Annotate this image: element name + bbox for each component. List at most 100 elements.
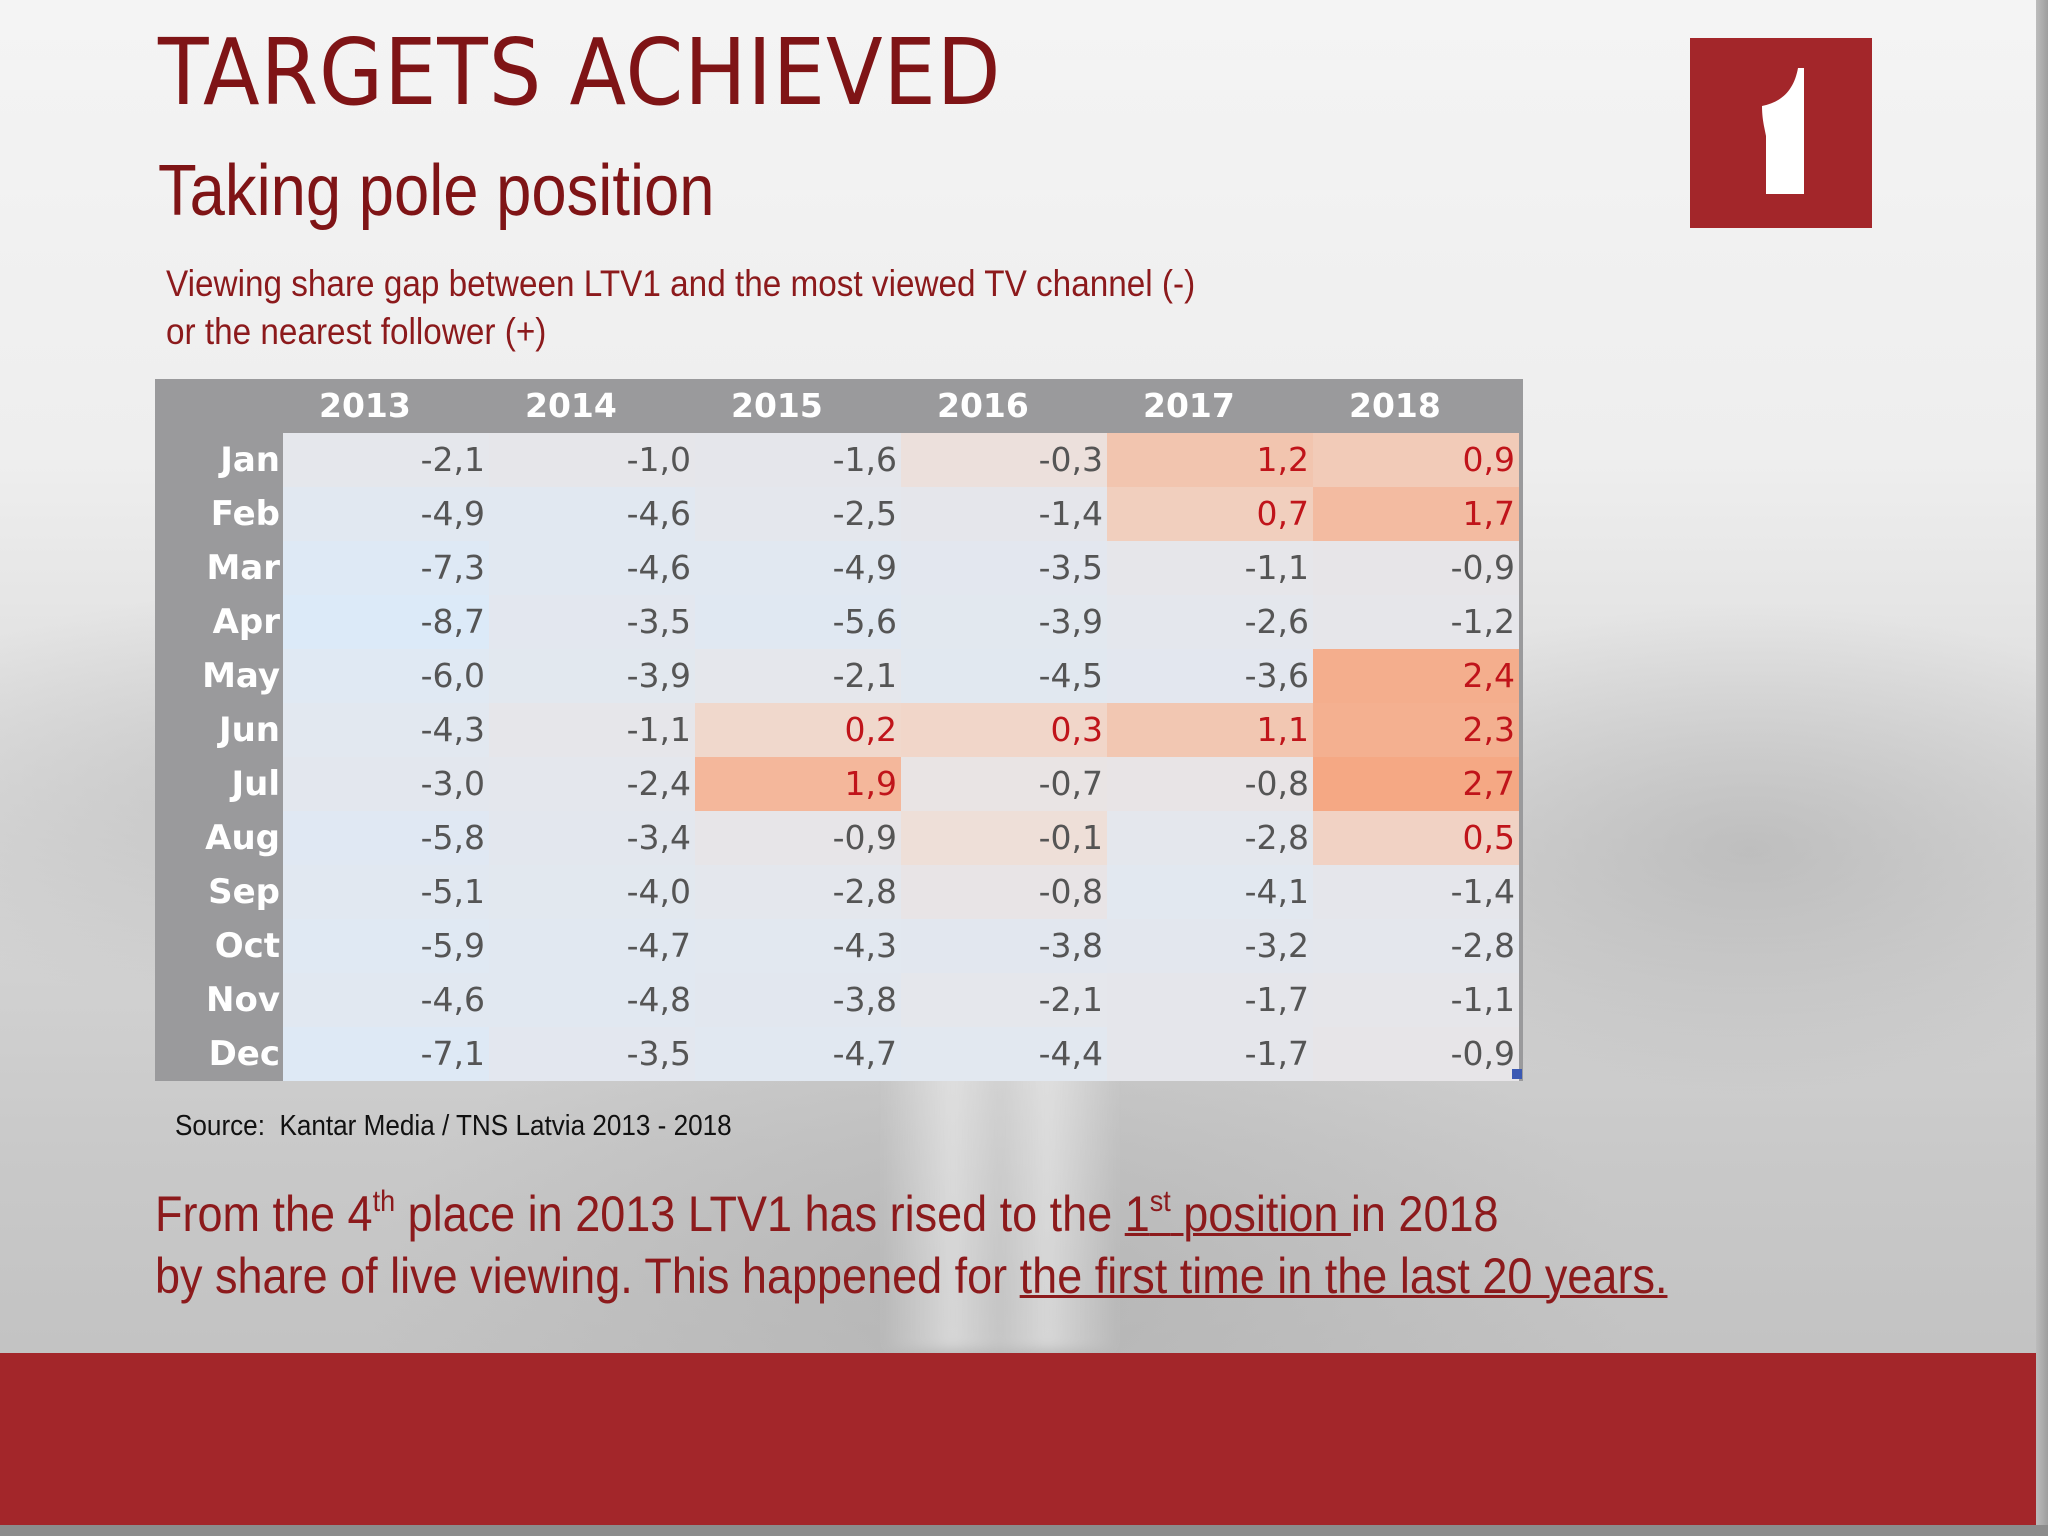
table-cell: 0,9	[1313, 433, 1519, 487]
row-header-oct: Oct	[214, 926, 280, 966]
table-cell: -4,1	[1107, 865, 1313, 919]
table-cell: -4,7	[695, 1027, 901, 1081]
table-cell: -3,5	[489, 595, 695, 649]
column-header-2017: 2017	[1143, 386, 1235, 425]
source-label: Source:	[175, 1110, 265, 1142]
table-cell: -2,8	[695, 865, 901, 919]
table-cell: -5,8	[283, 811, 489, 865]
summary-highlight-position: 1st position	[1125, 1186, 1351, 1242]
table-cell: 0,7	[1107, 487, 1313, 541]
table-cell: -4,5	[901, 649, 1107, 703]
table-cell: -4,0	[489, 865, 695, 919]
table-cell: 1,1	[1107, 703, 1313, 757]
summary-part: 1	[1124, 1186, 1150, 1242]
table-cell: -1,1	[1107, 541, 1313, 595]
table-cell: -3,9	[489, 649, 695, 703]
table-cell: -3,8	[901, 919, 1107, 973]
table-cell: -2,8	[1107, 811, 1313, 865]
row-header-feb: Feb	[210, 494, 280, 534]
table-cell: 0,5	[1313, 811, 1519, 865]
table-cell: -3,4	[489, 811, 695, 865]
table-cell: -2,5	[695, 487, 901, 541]
table-cell: 1,9	[695, 757, 901, 811]
row-header-may: May	[202, 656, 280, 696]
table-cell: -0,3	[901, 433, 1107, 487]
row-header-aug: Aug	[205, 818, 280, 858]
table-cell: -1,2	[1313, 595, 1519, 649]
table-cell: -1,4	[901, 487, 1107, 541]
row-header-jan: Jan	[220, 440, 280, 480]
table-cell: -4,9	[695, 541, 901, 595]
table-description: Viewing share gap between LTV1 and the m…	[166, 260, 1246, 356]
table-cell: -4,9	[283, 487, 489, 541]
table-cell: 2,4	[1313, 649, 1519, 703]
table-cell: -0,9	[695, 811, 901, 865]
row-header-nov: Nov	[206, 980, 280, 1020]
table-cell: -3,6	[1107, 649, 1313, 703]
row-header-mar: Mar	[206, 548, 280, 588]
table-cell: -0,8	[1107, 757, 1313, 811]
table-cell: -4,3	[283, 703, 489, 757]
description-line-1: Viewing share gap between LTV1 and the m…	[166, 263, 1196, 304]
column-header-2014: 2014	[525, 386, 617, 425]
row-header-jul: Jul	[231, 764, 280, 804]
table-cell: -0,9	[1313, 541, 1519, 595]
slide-title: TARGETS ACHIEVED	[158, 19, 1002, 126]
table-cell: -4,6	[283, 973, 489, 1027]
table-cell: -4,3	[695, 919, 901, 973]
table-cell: -2,1	[283, 433, 489, 487]
column-header-2018: 2018	[1349, 386, 1441, 425]
ltv1-logo-icon	[1690, 38, 1872, 228]
table-cell: -8,7	[283, 595, 489, 649]
table-cell: -5,9	[283, 919, 489, 973]
row-header-dec: Dec	[208, 1034, 280, 1074]
row-header-apr: Apr	[212, 602, 280, 642]
table-cell: -2,8	[1313, 919, 1519, 973]
summary-line-1: From the 4th place in 2013 LTV1 has rise…	[155, 1183, 1667, 1245]
table-cell: 2,7	[1313, 757, 1519, 811]
table-cell: -4,7	[489, 919, 695, 973]
footer-band	[0, 1353, 2036, 1525]
summary-part: in 2018	[1350, 1186, 1499, 1242]
table-cell: -0,1	[901, 811, 1107, 865]
table-cell: -3,5	[489, 1027, 695, 1081]
table-cell: -2,6	[1107, 595, 1313, 649]
summary-line-2: by share of live viewing. This happened …	[155, 1245, 1667, 1307]
table-cell: -1,6	[695, 433, 901, 487]
table-cell: -4,6	[489, 487, 695, 541]
summary-part: From the 4	[155, 1186, 373, 1242]
row-header-jun: Jun	[218, 710, 280, 750]
table-cell: -6,0	[283, 649, 489, 703]
table-cell: 1,2	[1107, 433, 1313, 487]
column-header-2015: 2015	[731, 386, 823, 425]
summary-highlight-first-time: the first time in the last 20 years.	[1019, 1248, 1668, 1304]
table-cell: -3,0	[283, 757, 489, 811]
table-cell: -3,5	[901, 541, 1107, 595]
table-cell: -2,4	[489, 757, 695, 811]
table-cell: -0,9	[1313, 1027, 1519, 1081]
summary-sup: st	[1149, 1185, 1171, 1218]
table-cell: 1,7	[1313, 487, 1519, 541]
table-cell: -2,1	[695, 649, 901, 703]
table-cell: -4,8	[489, 973, 695, 1027]
table-cell: 0,3	[901, 703, 1107, 757]
table-cell: -5,1	[283, 865, 489, 919]
summary-sup: th	[372, 1185, 396, 1218]
table-cell: -0,7	[901, 757, 1107, 811]
slide-subtitle: Taking pole position	[158, 151, 715, 231]
table-cell: -7,3	[283, 541, 489, 595]
row-header-sep: Sep	[208, 872, 280, 912]
table-cell: -2,1	[901, 973, 1107, 1027]
table-resize-handle[interactable]	[1512, 1069, 1522, 1079]
summary-part: by share of live viewing. This happened …	[155, 1248, 1020, 1304]
source-note: Source: Kantar Media / TNS Latvia 2013 -…	[175, 1110, 732, 1143]
table-cell: -3,9	[901, 595, 1107, 649]
table-cell: -0,8	[901, 865, 1107, 919]
table-cell: -3,2	[1107, 919, 1313, 973]
table-cell: -1,1	[1313, 973, 1519, 1027]
column-header-2013: 2013	[319, 386, 411, 425]
table-cell: -1,7	[1107, 973, 1313, 1027]
source-text: Kantar Media / TNS Latvia 2013 - 2018	[279, 1110, 732, 1142]
table-cell: -4,4	[901, 1027, 1107, 1081]
table-cell: -1,1	[489, 703, 695, 757]
